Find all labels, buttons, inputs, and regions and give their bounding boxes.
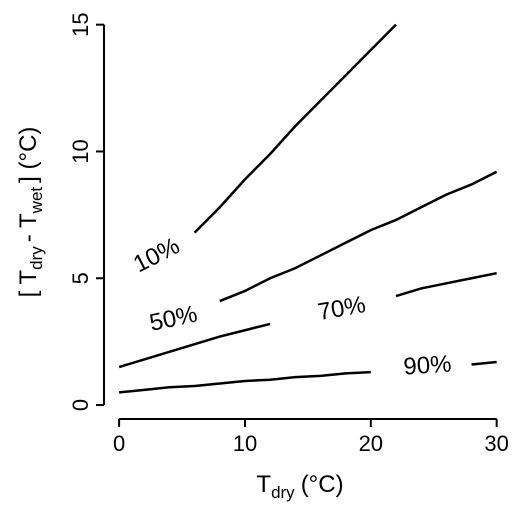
- y-label-sub: wet: [27, 187, 46, 215]
- line: [118, 271, 497, 369]
- x-tick-label: 30: [484, 431, 508, 456]
- y-tick-label: 10: [68, 139, 93, 163]
- line-label: 10%: [129, 232, 184, 278]
- x-label-sub: dry: [271, 483, 295, 502]
- line: [219, 170, 498, 303]
- line-label: 50%: [147, 300, 200, 336]
- x-label-main: T: [256, 471, 271, 498]
- y-label-close: ] (°C): [15, 127, 42, 183]
- y-label-sub: dry: [27, 246, 46, 270]
- line: [118, 360, 497, 394]
- y-tick-label: 15: [68, 12, 93, 36]
- x-label-unit: (°C): [301, 471, 344, 498]
- x-tick-label: 10: [233, 431, 257, 456]
- y-tick-label: 0: [68, 399, 93, 411]
- x-tick-label: 0: [113, 431, 125, 456]
- y-axis-label: [ Tdry - Twet ] (°C): [15, 127, 46, 298]
- line-label: 70%: [316, 291, 368, 326]
- y-tick-label: 5: [68, 272, 93, 284]
- line-label: 90%: [403, 350, 453, 380]
- x-axis-label: Tdry (°C): [256, 471, 343, 502]
- x-tick-label: 20: [359, 431, 383, 456]
- y-label-mid: - T: [15, 213, 42, 242]
- line: [193, 23, 397, 234]
- y-label-open: [ T: [15, 269, 42, 297]
